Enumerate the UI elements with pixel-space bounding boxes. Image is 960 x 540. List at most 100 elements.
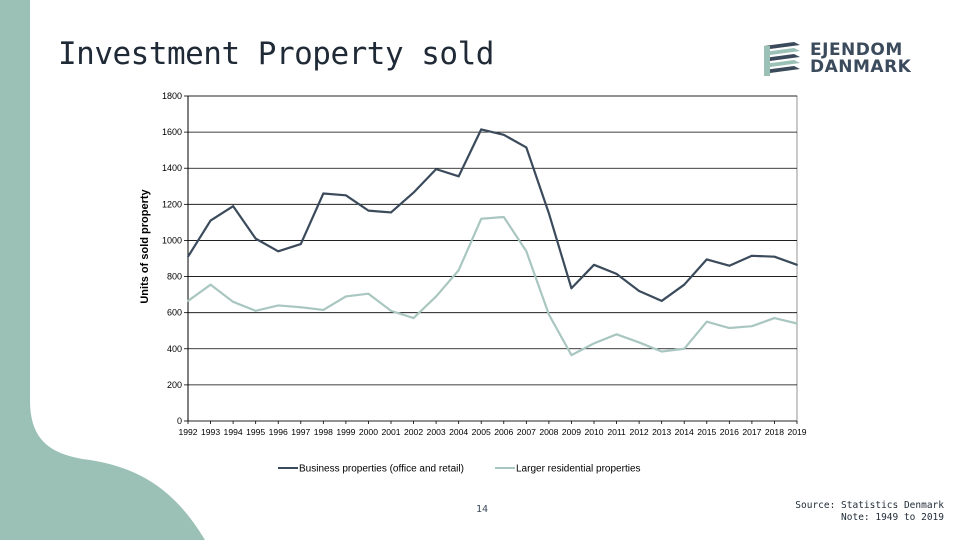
series-residential-point bbox=[457, 269, 460, 272]
y-tick-label: 600 bbox=[167, 308, 182, 318]
series-business-point bbox=[547, 212, 550, 215]
gridlines bbox=[188, 95, 797, 422]
x-tick-label: 1993 bbox=[201, 427, 220, 437]
series-business-point bbox=[728, 264, 731, 267]
y-tick-label: 200 bbox=[167, 380, 182, 390]
x-tick-label: 1992 bbox=[178, 427, 197, 437]
x-tick-label: 2004 bbox=[449, 427, 468, 437]
series-business-point bbox=[570, 287, 573, 290]
series-residential-point bbox=[367, 292, 370, 295]
y-tick-label: 1800 bbox=[162, 91, 182, 101]
y-axis: 0 200 400 600 800 1000 1200 1400 1600 1800 bbox=[162, 91, 189, 426]
x-tick-label: 1999 bbox=[336, 427, 355, 437]
series-business-point bbox=[412, 191, 415, 194]
series-business-point bbox=[187, 255, 189, 258]
series-business-point bbox=[683, 283, 686, 286]
series-residential-point bbox=[660, 350, 663, 353]
series-business-point bbox=[344, 194, 347, 197]
legend-residential-label: Larger residential properties bbox=[516, 464, 641, 475]
x-tick-label: 2002 bbox=[404, 427, 423, 437]
x-tick-label: 2019 bbox=[787, 427, 806, 437]
series-residential-point bbox=[277, 304, 280, 307]
series-residential-point bbox=[750, 325, 753, 328]
x-tick-label: 1997 bbox=[291, 427, 310, 437]
y-tick-label: 1600 bbox=[162, 127, 182, 137]
x-tick-label: 2009 bbox=[562, 427, 581, 437]
series-business-point bbox=[502, 133, 505, 136]
x-tick-label: 2007 bbox=[517, 427, 536, 437]
series-residential-point bbox=[390, 309, 392, 312]
series-residential-point bbox=[796, 322, 798, 325]
x-tick-label: 2017 bbox=[742, 427, 761, 437]
logo-text-line1: EJENDOM bbox=[810, 40, 903, 60]
note-line: Note: 1949 to 2019 bbox=[841, 512, 944, 523]
series-business-point bbox=[705, 258, 708, 261]
series-residential-point bbox=[615, 333, 618, 336]
x-tick-label: 2001 bbox=[381, 427, 400, 437]
series-residential-point bbox=[525, 250, 528, 253]
series-residential-point bbox=[593, 342, 595, 345]
series-residential-point bbox=[412, 317, 415, 319]
y-tick-label: 1400 bbox=[162, 163, 182, 173]
plot-border bbox=[187, 95, 798, 422]
sidebar-decoration bbox=[0, 0, 205, 540]
series-residential-line bbox=[187, 215, 798, 357]
series-business-line bbox=[187, 128, 798, 303]
x-axis: 1992 1993 1994 1995 1996 1997 1998 1999 2000 2001… bbox=[178, 421, 807, 437]
series-residential-point bbox=[480, 217, 483, 220]
x-tick-label: 2018 bbox=[765, 427, 784, 437]
y-tick-label: 800 bbox=[167, 272, 182, 282]
series-residential-point bbox=[547, 313, 550, 316]
x-tick-label: 2014 bbox=[675, 427, 694, 437]
page-title: Investment Property sold bbox=[58, 36, 494, 72]
series-residential-point bbox=[322, 309, 325, 311]
x-tick-label: 2013 bbox=[652, 427, 671, 437]
x-tick-label: 2012 bbox=[630, 427, 649, 437]
series-business-point bbox=[435, 168, 438, 171]
x-tick-label: 2015 bbox=[697, 427, 716, 437]
series-business-point bbox=[322, 192, 325, 195]
y-tick-label: 0 bbox=[177, 416, 182, 426]
series-business-point bbox=[299, 243, 302, 245]
x-tick-label: 2016 bbox=[720, 427, 739, 437]
page-number: 14 bbox=[475, 504, 489, 515]
x-tick-label: 2005 bbox=[472, 427, 491, 437]
x-tick-label: 2003 bbox=[427, 427, 446, 437]
series-residential-point bbox=[232, 300, 235, 303]
x-tick-label: 2000 bbox=[359, 427, 378, 437]
series-business-point bbox=[367, 209, 370, 212]
source-line: Source: Statistics Denmark bbox=[795, 500, 944, 511]
series-business-point bbox=[525, 146, 528, 149]
series-lines bbox=[187, 128, 798, 357]
logo-mark-icon bbox=[764, 42, 800, 76]
series-business-point bbox=[796, 263, 798, 266]
x-tick-label: 2011 bbox=[607, 427, 626, 437]
x-tick-label: 2006 bbox=[494, 427, 513, 437]
series-business-point bbox=[209, 219, 212, 222]
x-tick-label: 2010 bbox=[584, 427, 603, 437]
series-residential-point bbox=[705, 320, 708, 323]
series-residential-point bbox=[728, 327, 731, 329]
series-business-point bbox=[660, 300, 663, 302]
series-business-point bbox=[457, 175, 460, 178]
x-tick-label: 1996 bbox=[269, 427, 288, 437]
series-residential-point bbox=[344, 295, 347, 298]
series-residential-point bbox=[254, 309, 257, 312]
y-axis-label: Units of sold property bbox=[139, 188, 151, 303]
series-business-point bbox=[232, 205, 235, 208]
series-residential-point bbox=[209, 283, 212, 286]
legend-business-label: Business properties (office and retail) bbox=[299, 464, 464, 475]
series-residential-point bbox=[435, 295, 438, 298]
y-tick-label: 1000 bbox=[162, 235, 182, 245]
y-tick-label: 400 bbox=[167, 344, 182, 354]
series-residential-point bbox=[502, 216, 505, 218]
x-tick-label: 1994 bbox=[224, 427, 243, 437]
logo-text-line2: DANMARK bbox=[810, 57, 912, 77]
series-residential-point bbox=[299, 306, 302, 309]
series-business-point bbox=[390, 211, 392, 214]
logo: EJENDOM DANMARK bbox=[760, 40, 912, 80]
series-business-point bbox=[615, 272, 618, 275]
plot-area bbox=[187, 95, 798, 422]
